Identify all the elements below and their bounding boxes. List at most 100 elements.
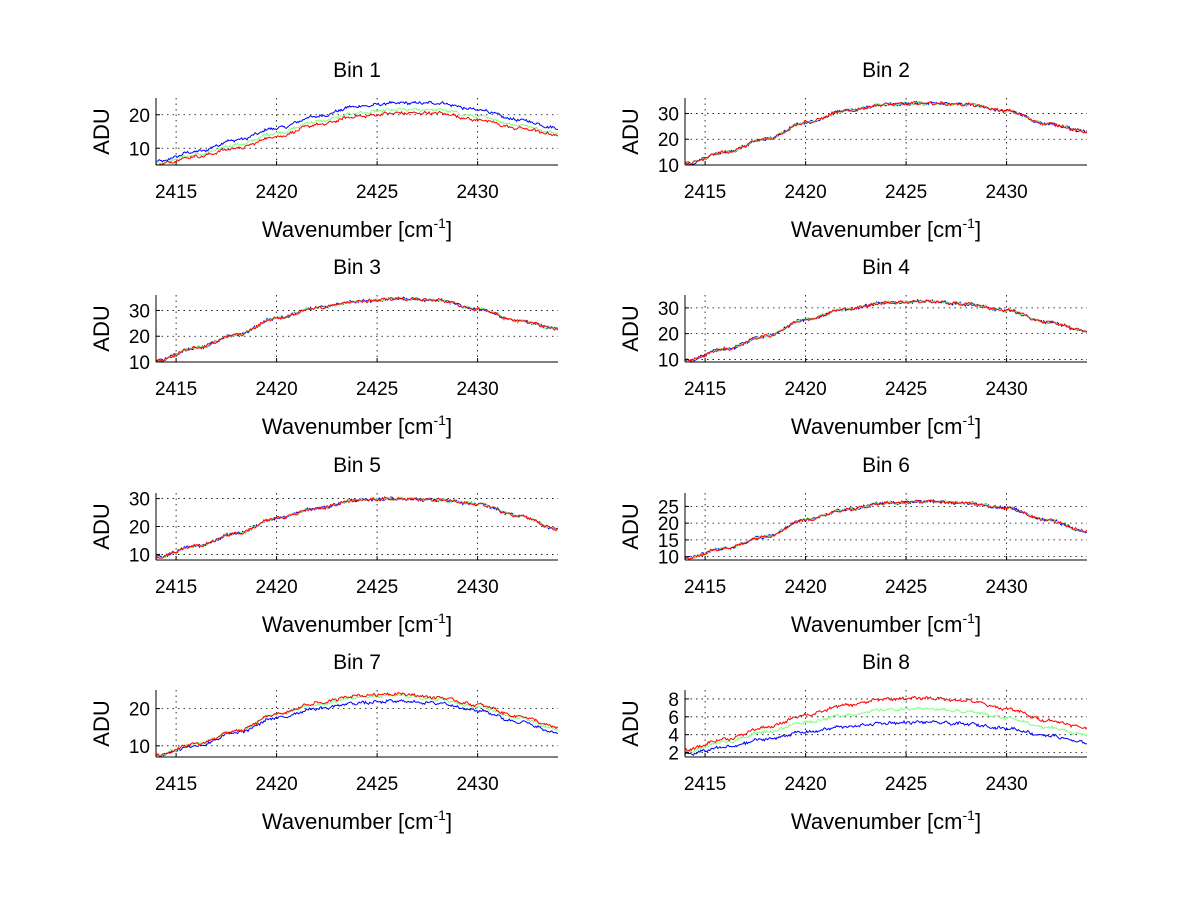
y-tick-label: 10 xyxy=(129,545,150,566)
x-tick-label: 2415 xyxy=(155,577,197,598)
panel-7: Bin 7 2415 2420 2425 2430 10 20 ADU Wavenumber [… xyxy=(89,651,558,834)
panel-3: Bin 3 2415 2420 2425 2430 10 20 30 ADU Wavenumber… xyxy=(89,256,558,439)
x-tick-label: 2425 xyxy=(885,774,927,795)
x-tick-label: 2415 xyxy=(155,182,197,203)
series-line-1 xyxy=(156,296,558,362)
series-line-1 xyxy=(685,100,1087,165)
series-line-1 xyxy=(156,496,558,559)
series-line-3 xyxy=(685,100,1087,165)
x-tick-label: 2420 xyxy=(784,182,826,203)
x-tick-label: 2430 xyxy=(456,379,498,400)
panel-2: Bin 2 2415 2420 2425 2430 10 20 30 ADU Wavenumber… xyxy=(618,59,1087,242)
y-tick-label: 30 xyxy=(129,490,150,511)
x-axis-label: Wavenumber [cm-1] xyxy=(262,610,452,637)
x-tick-label: 2425 xyxy=(885,379,927,400)
y-axis-label: ADU xyxy=(618,108,643,154)
series-line-3 xyxy=(685,299,1087,362)
x-tick-label: 2415 xyxy=(155,379,197,400)
y-tick-label: 20 xyxy=(129,327,150,348)
x-axis-label: Wavenumber [cm-1] xyxy=(791,412,981,439)
x-tick-label: 2425 xyxy=(885,577,927,598)
y-tick-label: 10 xyxy=(658,156,679,177)
series-line-2 xyxy=(685,298,1087,362)
panel-title: Bin 6 xyxy=(862,454,910,477)
x-tick-label: 2420 xyxy=(255,774,297,795)
panel-title: Bin 4 xyxy=(862,256,910,279)
y-tick-label: 25 xyxy=(658,497,679,518)
x-axis-label: Wavenumber [cm-1] xyxy=(262,807,452,834)
x-tick-label: 2430 xyxy=(456,182,498,203)
y-tick-label: 10 xyxy=(129,139,150,160)
y-axis-label: ADU xyxy=(89,503,114,549)
y-tick-label: 10 xyxy=(658,350,679,371)
x-axis-label: Wavenumber [cm-1] xyxy=(791,807,981,834)
y-axis-label: ADU xyxy=(89,108,114,154)
x-tick-label: 2420 xyxy=(784,577,826,598)
series-line-2 xyxy=(156,693,558,757)
x-tick-label: 2415 xyxy=(684,379,726,400)
x-tick-label: 2415 xyxy=(684,774,726,795)
y-tick-label: 20 xyxy=(129,106,150,127)
panel-title: Bin 8 xyxy=(862,651,910,674)
x-tick-label: 2430 xyxy=(456,774,498,795)
y-axis-label: ADU xyxy=(618,503,643,549)
series-line-1 xyxy=(685,498,1087,560)
y-tick-label: 30 xyxy=(129,301,150,322)
series-line-2 xyxy=(685,706,1087,753)
panel-title: Bin 5 xyxy=(333,454,381,477)
y-tick-label: 8 xyxy=(668,690,679,711)
x-tick-label: 2420 xyxy=(784,774,826,795)
x-tick-label: 2425 xyxy=(885,182,927,203)
y-axis-label: ADU xyxy=(89,700,114,746)
y-tick-label: 20 xyxy=(658,130,679,151)
y-tick-label: 4 xyxy=(668,726,679,747)
series-line-2 xyxy=(156,107,558,165)
y-axis-label: ADU xyxy=(89,305,114,351)
y-tick-label: 30 xyxy=(658,299,679,320)
y-axis-label: ADU xyxy=(618,700,643,746)
y-tick-label: 2 xyxy=(668,744,679,765)
y-tick-label: 20 xyxy=(129,518,150,539)
series-line-2 xyxy=(156,495,558,559)
x-tick-label: 2430 xyxy=(985,379,1027,400)
y-tick-label: 6 xyxy=(668,708,679,729)
x-tick-label: 2420 xyxy=(784,379,826,400)
y-tick-label: 20 xyxy=(658,514,679,535)
x-tick-label: 2425 xyxy=(356,577,398,598)
y-tick-label: 20 xyxy=(129,700,150,721)
series-line-1 xyxy=(685,298,1087,362)
y-tick-label: 20 xyxy=(658,325,679,346)
panel-1: Bin 1 2415 2420 2425 2430 10 20 ADU Wavenumber [… xyxy=(89,59,558,242)
x-tick-label: 2415 xyxy=(684,577,726,598)
series-line-3 xyxy=(685,695,1087,752)
x-tick-label: 2425 xyxy=(356,182,398,203)
series-line-1 xyxy=(156,698,558,757)
series-line-3 xyxy=(156,496,558,559)
panel-title: Bin 7 xyxy=(333,651,381,674)
x-tick-label: 2430 xyxy=(985,774,1027,795)
y-tick-label: 15 xyxy=(658,531,679,552)
panel-title: Bin 2 xyxy=(862,59,910,82)
x-tick-label: 2420 xyxy=(255,379,297,400)
x-tick-label: 2430 xyxy=(456,577,498,598)
y-tick-label: 30 xyxy=(658,104,679,125)
series-line-3 xyxy=(156,110,558,165)
x-tick-label: 2430 xyxy=(985,577,1027,598)
panel-4: Bin 4 2415 2420 2425 2430 10 20 30 ADU Wavenumber… xyxy=(618,256,1087,439)
series-line-2 xyxy=(685,499,1087,560)
y-axis-label: ADU xyxy=(618,305,643,351)
series-line-2 xyxy=(685,101,1087,165)
y-tick-label: 10 xyxy=(658,548,679,569)
series-line-3 xyxy=(156,691,558,757)
x-tick-label: 2430 xyxy=(985,182,1027,203)
x-axis-label: Wavenumber [cm-1] xyxy=(262,215,452,242)
series-line-3 xyxy=(685,499,1087,560)
panel-5: Bin 5 2415 2420 2425 2430 10 20 30 ADU Wavenumber… xyxy=(89,454,558,637)
series-line-1 xyxy=(156,100,558,163)
x-tick-label: 2415 xyxy=(155,774,197,795)
x-tick-label: 2415 xyxy=(684,182,726,203)
series-line-3 xyxy=(156,296,558,362)
y-tick-label: 10 xyxy=(129,737,150,758)
